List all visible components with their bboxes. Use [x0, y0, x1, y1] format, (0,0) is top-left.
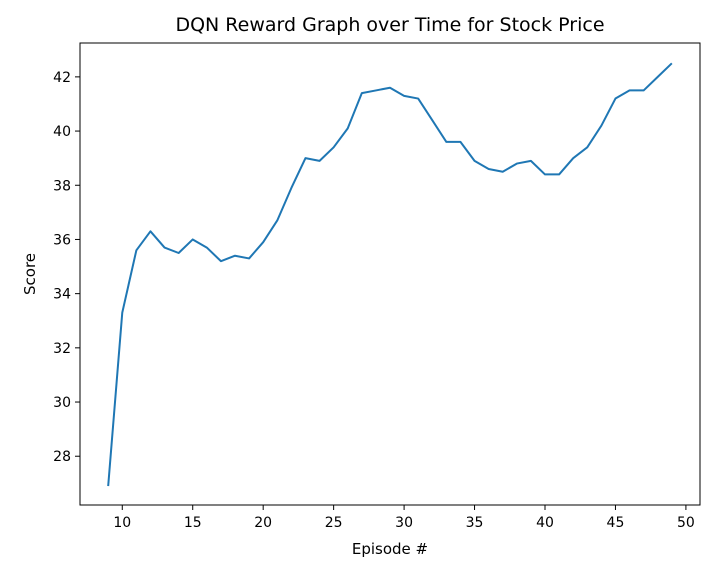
y-tick-label: 30 [53, 395, 71, 411]
x-tick-label: 45 [607, 515, 625, 531]
x-tick-label: 40 [536, 515, 554, 531]
series-line-0 [107, 62, 673, 487]
x-tick-label: 10 [113, 515, 131, 531]
x-tick-label: 30 [395, 515, 413, 531]
y-tick-label: 38 [53, 178, 71, 194]
y-axis-label: Score [21, 253, 39, 295]
x-tick-label: 25 [325, 515, 343, 531]
y-tick-label: 34 [53, 287, 71, 303]
x-tick-label: 50 [677, 515, 695, 531]
x-tick-label: 20 [254, 515, 272, 531]
chart-title: DQN Reward Graph over Time for Stock Pri… [175, 14, 604, 36]
x-axis-ticks: 10 15 20 25 30 35 40 45 50 [113, 505, 695, 531]
y-axis-ticks: 28 30 32 34 36 38 40 42 [53, 70, 80, 465]
y-tick-label: 40 [53, 124, 71, 140]
plot-area [107, 62, 673, 487]
y-tick-label: 28 [53, 449, 71, 465]
x-axis-label: Episode # [352, 540, 428, 558]
y-tick-label: 42 [53, 70, 71, 86]
y-tick-label: 36 [53, 232, 71, 248]
y-tick-label: 32 [53, 341, 71, 357]
x-tick-label: 15 [184, 515, 202, 531]
plot-frame [79, 42, 701, 506]
x-tick-label: 35 [466, 515, 484, 531]
